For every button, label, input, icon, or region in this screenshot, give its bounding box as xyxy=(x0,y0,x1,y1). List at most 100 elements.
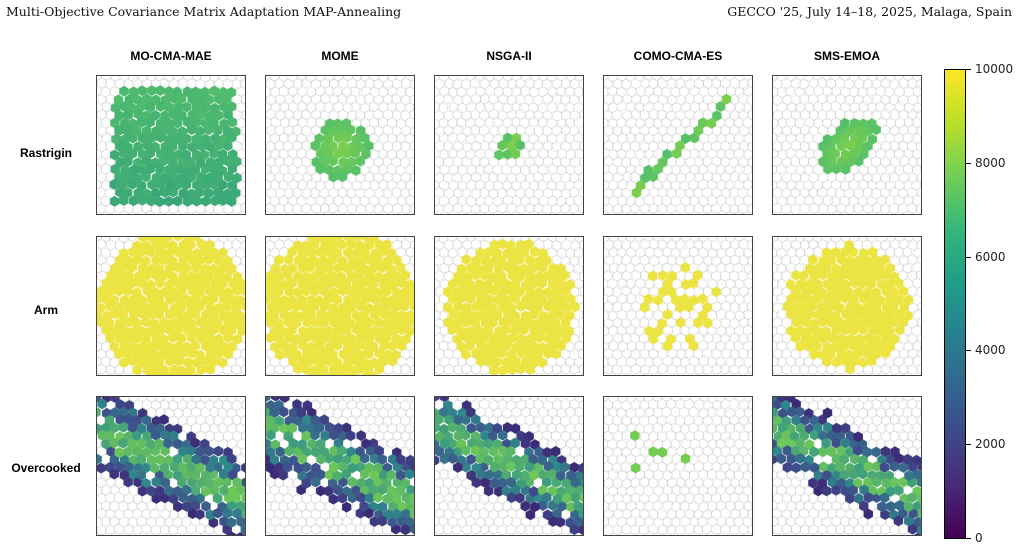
empty-cells xyxy=(435,237,583,375)
filled-cells xyxy=(266,462,275,474)
filled-cells xyxy=(118,437,128,449)
filled-cells xyxy=(337,171,348,183)
filled-cells xyxy=(270,439,281,451)
filled-cells xyxy=(488,445,498,457)
filled-cells xyxy=(497,139,507,151)
filled-cells xyxy=(515,492,525,504)
filled-cells xyxy=(435,397,440,402)
filled-cells xyxy=(150,149,211,175)
filled-cells xyxy=(110,86,237,129)
filled-cells xyxy=(917,493,921,509)
filled-cells xyxy=(245,501,246,511)
filled-cells xyxy=(97,429,232,488)
filled-cells xyxy=(845,125,855,137)
archive-cells xyxy=(773,76,921,214)
column-title-como-cma-es: COMO-CMA-ES xyxy=(633,49,723,63)
filled-cells xyxy=(283,421,361,496)
filled-cells xyxy=(127,438,137,450)
filled-cells xyxy=(373,491,414,504)
filled-cells xyxy=(405,454,414,466)
filled-cells xyxy=(97,398,107,410)
colorbar-tick-label: 8000 xyxy=(975,156,1006,170)
archive-panel-2-3 xyxy=(603,396,753,536)
filled-cells xyxy=(542,509,553,521)
archive-cells xyxy=(604,237,752,375)
filled-cells xyxy=(97,462,106,474)
filled-cells xyxy=(337,445,347,457)
filled-cells xyxy=(346,430,356,442)
filled-cells xyxy=(342,132,352,144)
archive-panel-2-2 xyxy=(434,396,584,536)
filled-cells xyxy=(515,139,525,151)
colorbar-tick xyxy=(966,257,971,258)
archive-cells xyxy=(435,397,583,535)
archive-panel-2-4 xyxy=(772,396,922,536)
filled-cells xyxy=(201,500,211,512)
colorbar-tick-label: 2000 xyxy=(975,437,1006,451)
filled-cells xyxy=(822,469,832,481)
filled-cells xyxy=(356,430,366,442)
empty-cells xyxy=(773,237,921,375)
archive-panel-1-2 xyxy=(434,236,584,376)
filled-cells xyxy=(151,430,229,521)
filled-cells xyxy=(310,476,321,488)
filled-cells xyxy=(201,485,211,497)
filled-cells xyxy=(146,485,156,497)
filled-cells xyxy=(461,445,471,457)
colorbar-tick-label: 10000 xyxy=(975,62,1014,76)
archive-cells xyxy=(97,76,245,214)
archive-panel-0-0 xyxy=(96,75,246,215)
filled-cells xyxy=(109,468,119,480)
filled-cells xyxy=(809,446,819,458)
archive-cells xyxy=(97,397,246,535)
filled-cells xyxy=(483,438,494,450)
empty-cells xyxy=(773,76,921,214)
filled-cells xyxy=(137,423,147,435)
filled-cells xyxy=(466,422,476,434)
filled-cells xyxy=(156,110,229,160)
filled-cells xyxy=(547,468,557,480)
filled-cells xyxy=(840,422,851,434)
filled-cells xyxy=(208,454,219,466)
filled-cells xyxy=(377,515,387,527)
empty-cells xyxy=(604,397,752,535)
filled-cells xyxy=(854,493,864,504)
filled-cells xyxy=(136,469,146,481)
colorbar-tick-label: 4000 xyxy=(975,343,1006,357)
filled-cells xyxy=(293,462,303,474)
filled-cells xyxy=(227,531,237,535)
filled-cells xyxy=(795,453,805,464)
filled-cells xyxy=(159,414,169,426)
filled-cells xyxy=(907,461,918,473)
filled-cells xyxy=(849,147,860,159)
filled-cells xyxy=(347,476,358,488)
filled-cells xyxy=(907,523,918,535)
colorbar-tick-label: 0 xyxy=(975,531,983,545)
filled-cells xyxy=(439,397,449,403)
filled-cells xyxy=(853,431,863,443)
filled-cells xyxy=(386,469,396,481)
filled-cells xyxy=(471,477,482,489)
archive-cells xyxy=(435,76,583,214)
column-title-mo-cma-mae: MO-CMA-MAE xyxy=(130,49,212,63)
filled-cells xyxy=(448,453,548,511)
filled-cells xyxy=(578,462,583,474)
filled-cells xyxy=(578,508,583,519)
filled-cells xyxy=(142,148,228,200)
filled-cells xyxy=(236,516,245,528)
filled-cells xyxy=(341,468,351,480)
filled-cells xyxy=(894,484,904,496)
filled-cells xyxy=(297,453,307,465)
archive-panel-0-1 xyxy=(265,75,415,215)
empty-cells xyxy=(435,76,583,214)
filled-cells xyxy=(151,163,175,184)
filled-cells xyxy=(182,453,193,465)
filled-cells xyxy=(809,429,820,441)
filled-cells xyxy=(483,485,530,512)
filled-cells xyxy=(831,163,842,175)
filled-cells xyxy=(863,492,874,504)
filled-cells xyxy=(195,508,205,520)
filled-cells xyxy=(483,454,494,466)
archive-panel-1-4 xyxy=(772,236,922,376)
row-title-arm: Arm xyxy=(33,303,58,317)
